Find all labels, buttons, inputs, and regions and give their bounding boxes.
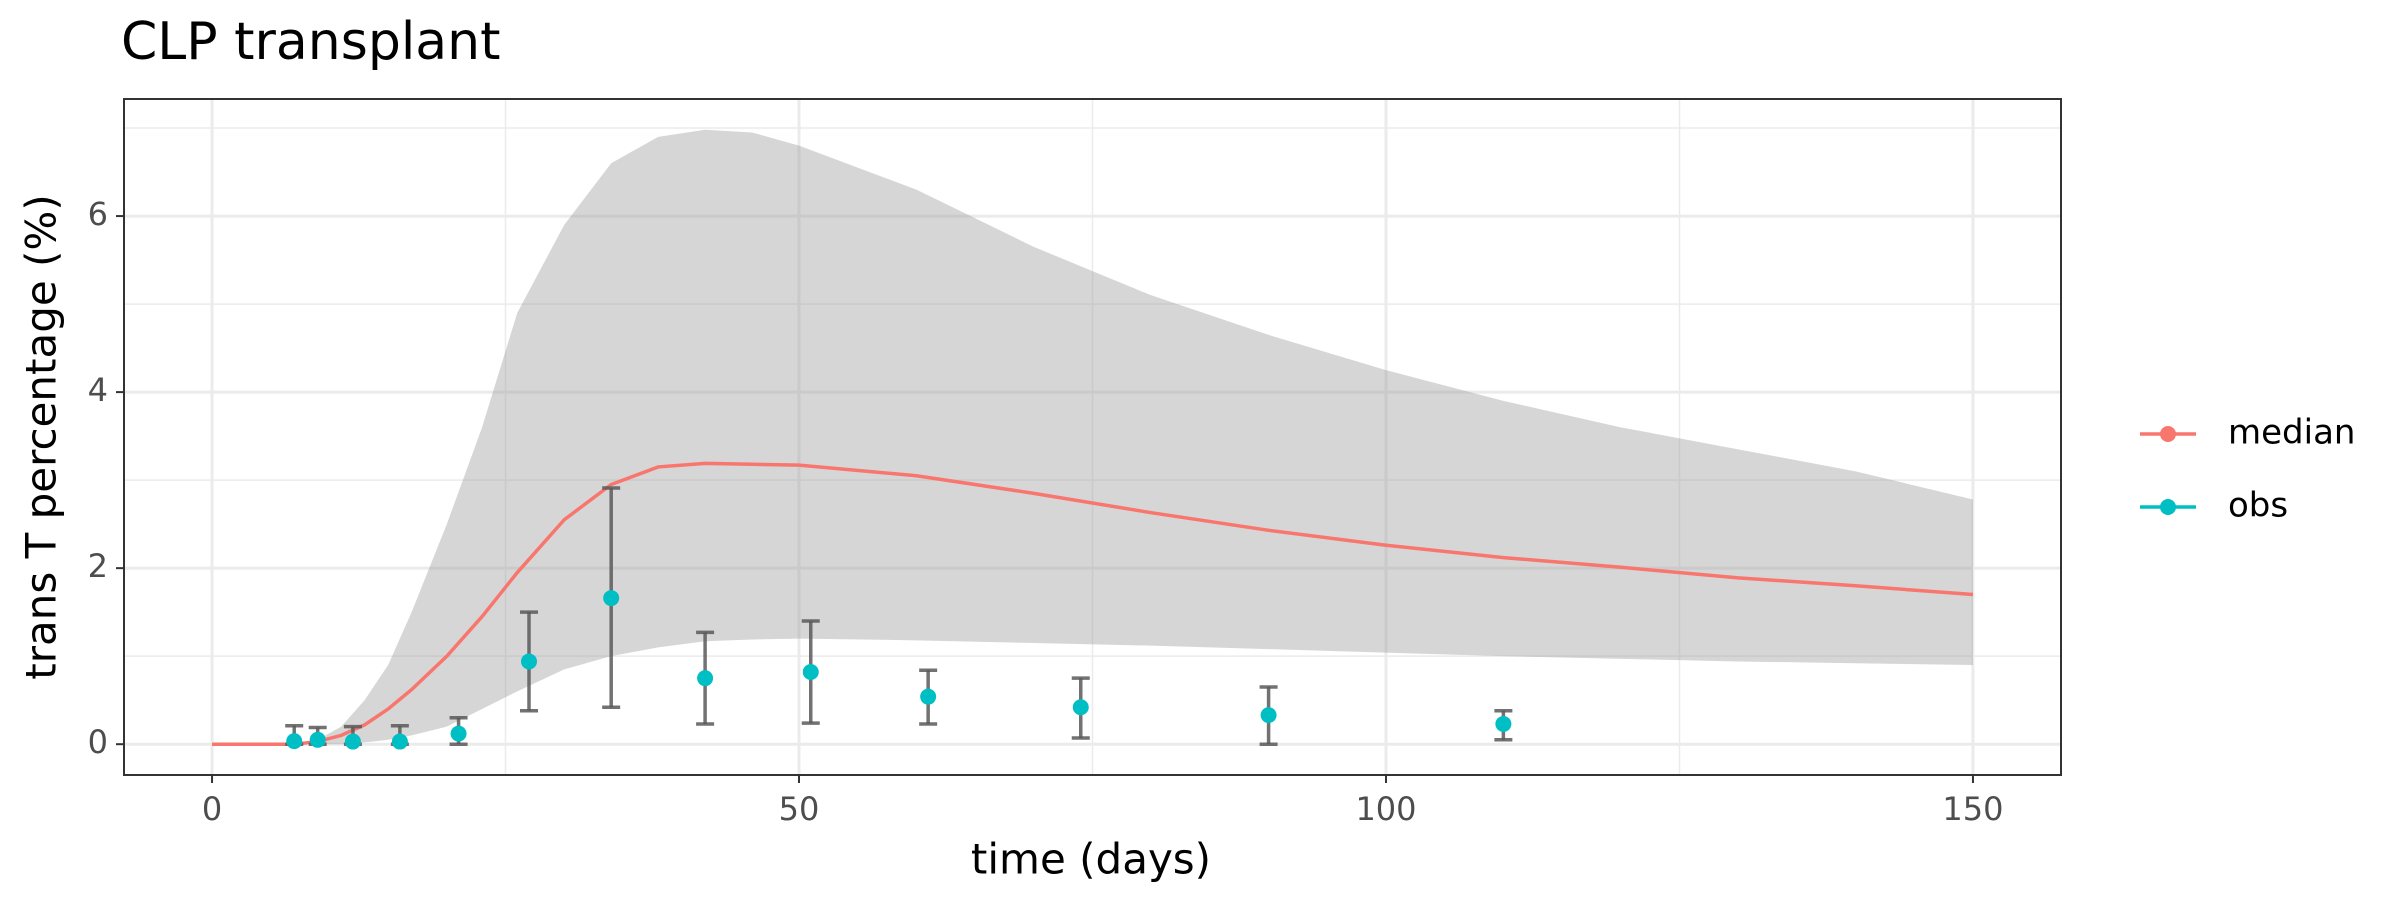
y-axis-title: trans T percentage (%) xyxy=(17,194,66,679)
y-tick-label: 2 xyxy=(88,547,108,585)
median-line xyxy=(212,461,1974,746)
obs-point xyxy=(450,725,467,742)
ribbon xyxy=(212,129,1973,745)
x-tick-label: 100 xyxy=(1355,790,1416,828)
obs-point xyxy=(286,733,303,750)
obs-point xyxy=(1260,707,1277,724)
obs-point xyxy=(1495,715,1512,732)
obs-point xyxy=(309,731,326,748)
obs-point xyxy=(920,688,937,705)
legend-label: obs xyxy=(2228,486,2288,526)
y-tick-label: 0 xyxy=(88,723,108,761)
obs-point xyxy=(391,733,408,750)
x-axis-title: time (days) xyxy=(971,835,1211,884)
obs-point xyxy=(521,653,538,670)
x-tick-label: 150 xyxy=(1942,790,2003,828)
obs-point xyxy=(802,664,819,681)
obs-point xyxy=(1072,699,1089,716)
panel-border xyxy=(123,98,2062,776)
obs-point xyxy=(697,670,714,687)
y-tick-label: 6 xyxy=(88,195,108,233)
obs-point xyxy=(603,590,620,607)
x-tick-label: 50 xyxy=(779,790,820,828)
obs-point xyxy=(344,733,361,750)
legend-label: median xyxy=(2228,413,2355,453)
y-tick-label: 4 xyxy=(88,371,108,409)
legend-key-point xyxy=(2160,499,2176,515)
chart-title: CLP transplant xyxy=(121,12,501,72)
legend-key-point xyxy=(2160,426,2176,442)
x-tick-label: 0 xyxy=(202,790,222,828)
